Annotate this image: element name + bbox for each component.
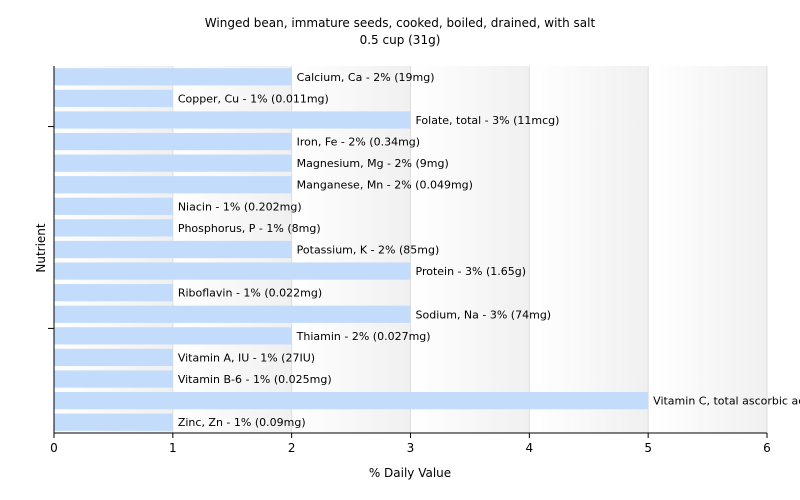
chart-subtitle: 0.5 cup (31g)	[360, 33, 441, 47]
plot-band	[648, 66, 767, 433]
bar-label: Protein - 3% (1.65g)	[416, 265, 527, 278]
bar	[54, 240, 292, 259]
bars	[54, 68, 649, 431]
bar-label: Vitamin B-6 - 1% (0.025mg)	[178, 373, 332, 386]
bar	[54, 68, 292, 86]
bar-label: Zinc, Zn - 1% (0.09mg)	[178, 416, 306, 429]
bar	[54, 284, 173, 302]
x-tick-label: 6	[763, 441, 771, 455]
bar	[54, 262, 411, 280]
bar-label: Manganese, Mn - 2% (0.049mg)	[297, 179, 473, 192]
bar	[54, 132, 292, 151]
bar-label: Sodium, Na - 3% (74mg)	[416, 308, 552, 321]
x-tick-label: 4	[526, 441, 534, 455]
plot-band	[529, 66, 649, 433]
bar	[54, 176, 292, 194]
x-ticks: 0 1 2 3 4 5 6	[50, 433, 771, 455]
bar-label: Thiamin - 2% (0.027mg)	[296, 330, 431, 343]
bar	[54, 391, 649, 410]
bar-label: Niacin - 1% (0.202mg)	[178, 200, 302, 213]
bar	[54, 219, 173, 237]
x-tick-label: 1	[169, 441, 177, 455]
x-tick-label: 0	[50, 441, 58, 455]
bar-label: Folate, total - 3% (11mcg)	[416, 114, 560, 127]
bar-label: Magnesium, Mg - 2% (9mg)	[297, 157, 449, 170]
bar-label: Iron, Fe - 2% (0.34mg)	[297, 136, 420, 149]
bar	[54, 154, 292, 172]
x-axis-label: % Daily Value	[369, 466, 451, 480]
bar-label: Phosphorus, P - 1% (8mg)	[178, 222, 321, 235]
bar-label: Copper, Cu - 1% (0.011mg)	[178, 92, 329, 105]
chart-title: Winged bean, immature seeds, cooked, boi…	[205, 16, 596, 30]
x-tick-label: 3	[407, 441, 415, 455]
x-tick-label: 5	[644, 441, 652, 455]
bar	[54, 197, 173, 215]
bar-label: Potassium, K - 2% (85mg)	[297, 244, 440, 257]
bar	[54, 327, 292, 345]
plot-band	[410, 66, 530, 433]
bar-label: Vitamin C, total ascorbic acid - 5% (3.0…	[653, 395, 800, 408]
bar-label: Vitamin A, IU - 1% (27IU)	[178, 351, 315, 364]
bar	[54, 370, 173, 388]
bar-labels: Calcium, Ca - 2% (19mg) Copper, Cu - 1% (…	[178, 71, 800, 429]
bar	[54, 305, 411, 323]
y-axis-label: Nutrient	[34, 223, 48, 273]
bar	[54, 413, 173, 431]
bar-label: Riboflavin - 1% (0.022mg)	[178, 287, 322, 300]
bar-label: Calcium, Ca - 2% (19mg)	[297, 71, 435, 84]
x-tick-label: 2	[288, 441, 296, 455]
bar	[54, 111, 411, 129]
bar	[54, 348, 173, 367]
bar	[54, 89, 173, 108]
